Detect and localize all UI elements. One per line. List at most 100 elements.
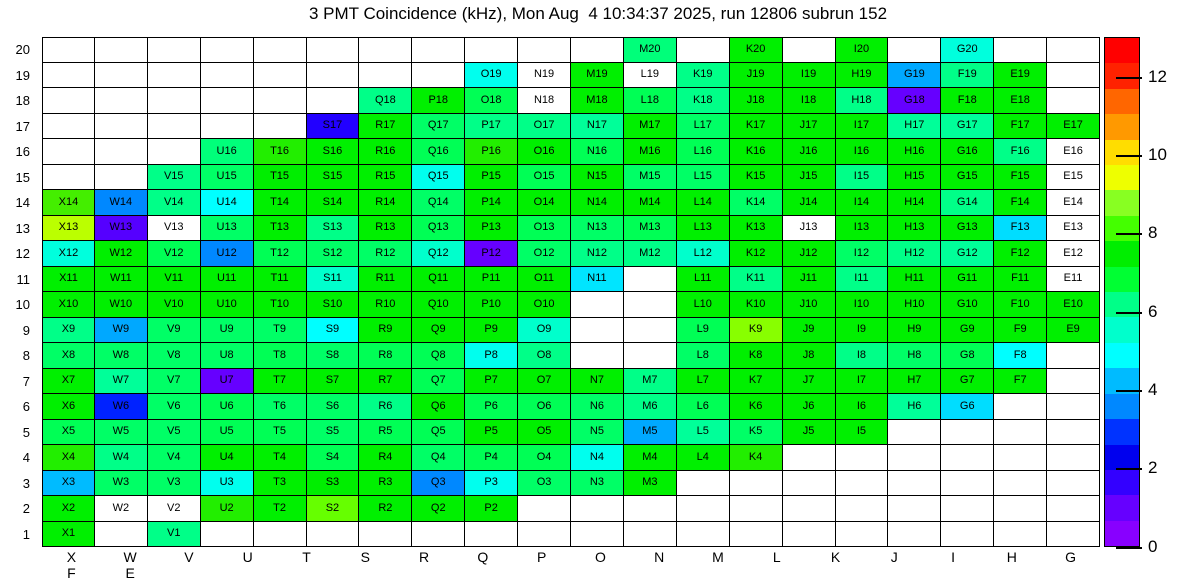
- heatmap-cell-label: E9: [1066, 323, 1080, 336]
- x-axis-tick-L: L: [772, 549, 781, 565]
- heatmap-cell-label: G19: [903, 68, 925, 81]
- heatmap-cell-label: P11: [481, 272, 501, 285]
- heatmap-cell-label: O3: [536, 476, 552, 489]
- colorbar-band-11: [1105, 317, 1139, 343]
- heatmap-cell-T6: T6: [253, 394, 307, 420]
- heatmap-cell-E17: E17: [1047, 113, 1100, 139]
- x-axis-tick-W: W: [123, 549, 137, 565]
- colorbar-band-2: [1105, 88, 1139, 115]
- heatmap-cell-I13: I13: [835, 215, 889, 241]
- heatmap-cell-label: Q17: [427, 119, 449, 132]
- colorbar-band-7: [1105, 215, 1139, 242]
- heatmap-cell-I12: I12: [835, 241, 889, 267]
- heatmap-cell-H7: H7: [888, 368, 942, 394]
- colorbar-tick-label-12: 12: [1148, 66, 1167, 86]
- heatmap-cell-S16: S16: [306, 139, 360, 165]
- heatmap-cell-S13: S13: [306, 215, 360, 241]
- x-axis-labels: X W V U T S R Q P O N M L K J I H G F E: [42, 549, 1100, 581]
- heatmap-cell-label: H16: [904, 144, 925, 157]
- heatmap-cell-O16: O16: [518, 139, 571, 165]
- heatmap-cell-empty: [941, 470, 995, 496]
- heatmap-cell-O13: O13: [518, 215, 571, 241]
- y-axis-tick-6: 6: [22, 399, 30, 415]
- heatmap-cell-empty: [147, 62, 201, 88]
- heatmap-cell-label: I20: [853, 43, 870, 56]
- heatmap-cell-empty: [729, 496, 783, 522]
- heatmap-cell-label: U12: [216, 246, 237, 259]
- heatmap-cell-M16: M16: [623, 139, 677, 165]
- heatmap-cell-I6: I6: [835, 394, 889, 420]
- heatmap-cell-label: F7: [1013, 374, 1027, 387]
- heatmap-cell-label: T2: [273, 501, 286, 514]
- heatmap-cells: M20 K20 I20 G20 O19 N19 M19 L19 K19 J19 I19 H19 G19 F…: [42, 37, 1100, 547]
- heatmap-cell-empty: [1047, 343, 1100, 369]
- heatmap-cell-N18: N18: [518, 88, 571, 114]
- heatmap-cell-label: M6: [642, 399, 658, 412]
- heatmap-cell-X11: X11: [42, 266, 95, 292]
- heatmap-cell-P8: P8: [465, 343, 519, 369]
- heatmap-cell-P13: P13: [465, 215, 519, 241]
- heatmap-cell-O15: O15: [518, 164, 571, 190]
- colorbar-tick-mark-0: [1116, 547, 1142, 549]
- heatmap-cell-label: O17: [533, 119, 555, 132]
- heatmap-cell-label: P14: [481, 195, 501, 208]
- heatmap-cell-label: P13: [481, 221, 501, 234]
- heatmap-cell-L8: L8: [676, 343, 730, 369]
- heatmap-cell-G11: G11: [941, 266, 995, 292]
- heatmap-cell-label: S5: [325, 425, 340, 438]
- heatmap-cell-label: M17: [639, 119, 661, 132]
- heatmap-cell-empty: [623, 343, 677, 369]
- heatmap-cell-label: L16: [693, 144, 712, 157]
- heatmap-cell-P11: P11: [465, 266, 519, 292]
- heatmap-cell-N6: N6: [571, 394, 624, 420]
- heatmap-cell-H12: H12: [888, 241, 942, 267]
- heatmap-cell-empty: [306, 521, 360, 547]
- heatmap-cell-K10: K10: [729, 292, 783, 318]
- heatmap-cell-S15: S15: [306, 164, 360, 190]
- heatmap-cell-empty: [1047, 62, 1100, 88]
- heatmap-cell-label: P3: [484, 476, 498, 489]
- heatmap-cell-empty: [888, 470, 942, 496]
- heatmap-cell-label: O8: [536, 348, 552, 361]
- heatmap-cell-label: Q5: [430, 425, 446, 438]
- heatmap-cell-N15: N15: [571, 164, 624, 190]
- heatmap-cell-G20: G20: [941, 37, 995, 63]
- heatmap-cell-U6: U6: [200, 394, 254, 420]
- heatmap-cell-empty: [835, 521, 889, 547]
- heatmap-cell-label: Q10: [427, 297, 449, 310]
- heatmap-cell-K5: K5: [729, 419, 783, 445]
- heatmap-cell-M5: M5: [623, 419, 677, 445]
- heatmap-cell-T12: T12: [253, 241, 307, 267]
- heatmap-cell-U7: U7: [200, 368, 254, 394]
- heatmap-cell-label: W11: [109, 272, 132, 285]
- heatmap-cell-label: Q16: [427, 144, 449, 157]
- heatmap-cell-label: I13: [853, 221, 870, 234]
- heatmap-cell-label: O13: [533, 221, 555, 234]
- heatmap-cell-Q4: Q4: [412, 445, 466, 471]
- heatmap-cell-M17: M17: [623, 113, 677, 139]
- heatmap-cell-label: X8: [61, 348, 76, 361]
- heatmap-cell-N14: N14: [571, 190, 624, 216]
- heatmap-cell-J6: J6: [782, 394, 836, 420]
- heatmap-cell-K11: K11: [729, 266, 783, 292]
- heatmap-cell-N3: N3: [571, 470, 624, 496]
- y-axis-tick-20: 20: [15, 42, 30, 58]
- heatmap-cell-empty: [200, 113, 254, 139]
- heatmap-cell-V1: V1: [147, 521, 201, 547]
- heatmap-cell-Q7: Q7: [412, 368, 466, 394]
- heatmap-cell-S14: S14: [306, 190, 360, 216]
- heatmap-cell-T10: T10: [253, 292, 307, 318]
- heatmap-cell-K8: K8: [729, 343, 783, 369]
- heatmap-cell-H8: H8: [888, 343, 942, 369]
- y-axis-tick-17: 17: [15, 118, 30, 134]
- heatmap-cell-label: V8: [167, 348, 181, 361]
- heatmap-cell-label: L19: [640, 68, 660, 81]
- heatmap-cell-I14: I14: [835, 190, 889, 216]
- heatmap-cell-label: L7: [696, 374, 709, 387]
- heatmap-cell-R5: R5: [359, 419, 413, 445]
- heatmap-cell-J16: J16: [782, 139, 836, 165]
- heatmap-cell-label: W12: [109, 246, 133, 259]
- heatmap-cell-empty: [359, 62, 413, 88]
- heatmap-cell-label: L4: [696, 450, 709, 463]
- heatmap-cell-P3: P3: [465, 470, 519, 496]
